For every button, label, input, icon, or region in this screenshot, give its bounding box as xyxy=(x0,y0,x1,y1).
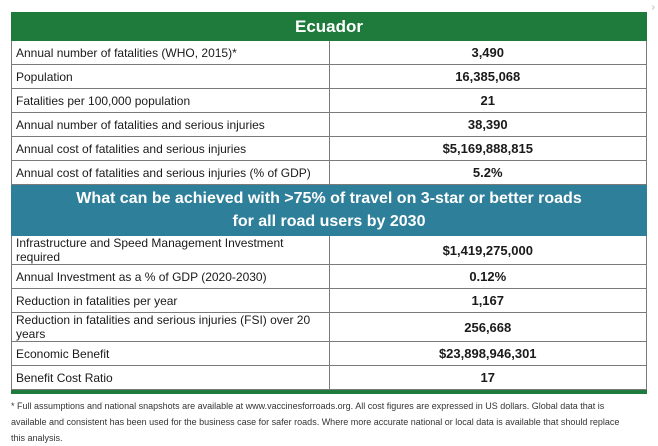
outcome-value: 1,167 xyxy=(328,288,647,313)
outcome-value: 17 xyxy=(328,365,647,390)
table-row: Reduction in fatalities per year 1,167 xyxy=(11,288,647,313)
metric-label: Annual cost of fatalities and serious in… xyxy=(11,160,330,185)
metric-value: 38,390 xyxy=(328,112,647,137)
table-row: Annual number of fatalities and serious … xyxy=(11,112,647,137)
metric-label: Annual number of fatalities and serious … xyxy=(11,112,330,137)
table-title: Ecuador xyxy=(11,12,647,41)
road-safety-table: Ecuador Annual number of fatalities (WHO… xyxy=(11,12,647,390)
metric-label: Annual cost of fatalities and serious in… xyxy=(11,136,330,161)
table-row: Annual cost of fatalities and serious in… xyxy=(11,160,647,185)
metric-value: 5.2% xyxy=(328,160,647,185)
metric-label: Fatalities per 100,000 population xyxy=(11,88,330,113)
table-row: Annual cost of fatalities and serious in… xyxy=(11,136,647,161)
outcome-label: Reduction in fatalities and serious inju… xyxy=(11,312,330,342)
outcome-label: Infrastructure and Speed Management Inve… xyxy=(11,235,330,265)
metric-value: 21 xyxy=(328,88,647,113)
table-row: Population 16,385,068 xyxy=(11,64,647,89)
title-row: Ecuador xyxy=(11,12,647,41)
outcome-label: Reduction in fatalities per year xyxy=(11,288,330,313)
table-row: Benefit Cost Ratio 17 xyxy=(11,365,647,390)
outcome-value: 0.12% xyxy=(328,264,647,289)
outcome-value: $1,419,275,000 xyxy=(328,235,647,265)
scenario-heading: What can be achieved with >75% of travel… xyxy=(11,184,647,236)
scenario-heading-line2: for all road users by 2030 xyxy=(232,213,426,230)
metric-label: Population xyxy=(11,64,330,89)
metric-value: $5,169,888,815 xyxy=(328,136,647,161)
table-row: Reduction in fatalities and serious inju… xyxy=(11,312,647,342)
table-row: Annual number of fatalities (WHO, 2015)*… xyxy=(11,40,647,65)
metric-value: 3,490 xyxy=(328,40,647,65)
scenario-row: What can be achieved with >75% of travel… xyxy=(11,184,647,236)
table-row: Annual Investment as a % of GDP (2020-20… xyxy=(11,264,647,289)
metric-value: 16,385,068 xyxy=(328,64,647,89)
table-row: Fatalities per 100,000 population 21 xyxy=(11,88,647,113)
footnote: * Full assumptions and national snapshot… xyxy=(11,401,620,443)
table-row: Infrastructure and Speed Management Inve… xyxy=(11,235,647,265)
table-bottom-bar xyxy=(11,390,647,394)
outcome-value: $23,898,946,301 xyxy=(328,341,647,366)
outcome-value: 256,668 xyxy=(328,312,647,342)
metric-label: Annual number of fatalities (WHO, 2015)* xyxy=(11,40,330,65)
outcome-label: Annual Investment as a % of GDP (2020-20… xyxy=(11,264,330,289)
data-table-container: Ecuador Annual number of fatalities (WHO… xyxy=(11,12,647,446)
scenario-heading-line1: What can be achieved with >75% of travel… xyxy=(76,190,582,207)
outcome-label: Benefit Cost Ratio xyxy=(11,365,330,390)
chevron-right-icon: › xyxy=(651,2,655,13)
outcome-label: Economic Benefit xyxy=(11,341,330,366)
table-row: Economic Benefit $23,898,946,301 xyxy=(11,341,647,366)
